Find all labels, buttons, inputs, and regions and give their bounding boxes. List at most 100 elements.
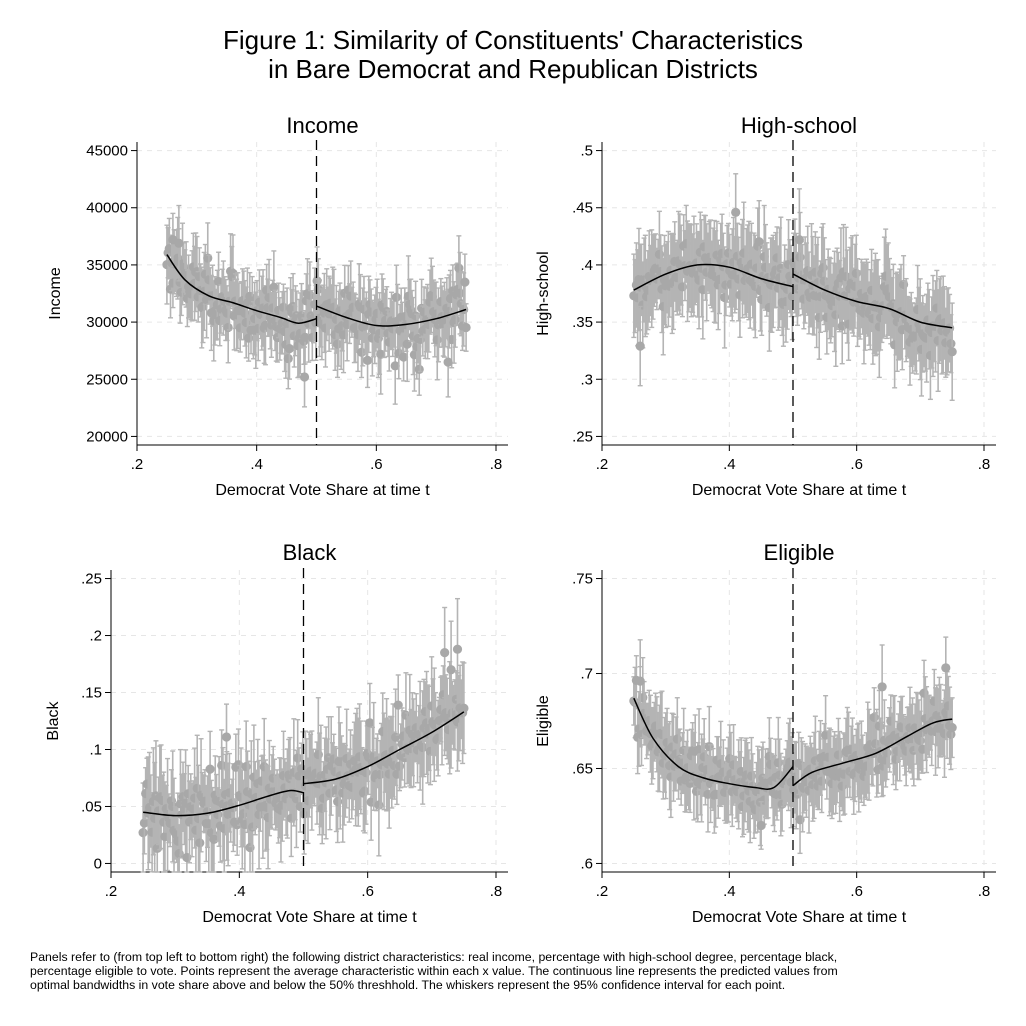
data-point (299, 372, 310, 382)
data-point (223, 322, 233, 333)
y-tick-label: .05 (81, 798, 102, 815)
y-tick-label: .45 (572, 200, 593, 217)
chart-panel-3: Black 0 .05 .1 .15 .2 .25 .2 .4 .6 .8 Democrat Vote… (45, 540, 508, 926)
y-tick-label: .5 (580, 143, 593, 160)
data-point (244, 333, 254, 343)
y-axis-label: High-school (535, 251, 552, 335)
data-point (455, 288, 465, 298)
x-tick-label: .4 (233, 883, 246, 900)
data-point (446, 665, 456, 675)
data-point (254, 810, 264, 820)
data-point (440, 648, 450, 658)
x-axis-label: Democrat Vote Share at time t (215, 482, 430, 499)
data-point (221, 732, 232, 742)
data-point (452, 644, 463, 654)
x-tick-label: .2 (131, 456, 144, 473)
x-tick-label: .6 (370, 456, 383, 473)
data-points (138, 597, 469, 873)
x-tick-label: .8 (978, 883, 991, 900)
x-tick-label: .6 (850, 456, 863, 473)
y-tick-label: 40000 (86, 200, 128, 217)
data-point (946, 339, 956, 349)
data-point (635, 341, 645, 351)
data-point (356, 347, 367, 357)
chart-panel-1: Income 20000 25000 30000 35000 40000 45000 .2 .4… (47, 113, 508, 499)
fit-line-left (633, 697, 794, 790)
data-point (635, 676, 645, 686)
chart-panel-2: High-school .25 .3 .35 .4 .45 .5 .2 .4 .6 .8 Democr… (535, 113, 996, 499)
x-axis-label: Democrat Vote Share at time t (202, 909, 417, 926)
data-point (332, 339, 343, 349)
y-tick-label: .6 (580, 855, 593, 872)
x-tick-label: .6 (361, 883, 374, 900)
data-point (450, 314, 460, 325)
y-tick-label: .3 (580, 371, 593, 388)
chart-panel-4: Eligible .6 .65 .7 .75 .2 .4 .6 .8 Democrat Vote … (535, 540, 996, 926)
x-tick-label: .8 (978, 456, 991, 473)
panel-title: Eligible (764, 540, 835, 565)
data-point (376, 349, 386, 359)
data-point (947, 347, 957, 357)
data-point (432, 335, 442, 345)
fit-line-right (792, 273, 953, 329)
data-point (217, 760, 227, 770)
data-point (391, 292, 401, 302)
y-tick-label: 25000 (86, 371, 128, 388)
data-point (139, 818, 149, 828)
data-point (756, 820, 766, 831)
y-axis-label: Income (47, 267, 64, 320)
data-point (362, 355, 373, 365)
x-tick-label: .4 (250, 456, 263, 473)
data-point (459, 703, 469, 713)
y-tick-label: 30000 (86, 314, 128, 331)
y-axis-label: Black (45, 700, 62, 740)
y-tick-label: .7 (580, 666, 593, 683)
fit-line-right (792, 718, 953, 787)
data-point (174, 238, 184, 248)
x-tick-label: .2 (105, 883, 118, 900)
y-tick-label: .25 (572, 428, 593, 445)
data-point (365, 718, 375, 728)
data-points (162, 204, 471, 408)
data-point (205, 764, 215, 774)
data-point (794, 235, 804, 245)
fit-line-left (143, 789, 304, 817)
footnote-line-3: optimal bandwidths in vote share above a… (30, 978, 786, 992)
y-tick-label: .65 (572, 760, 593, 777)
data-point (841, 271, 851, 282)
data-points (629, 636, 957, 855)
panel-title: High-school (741, 113, 857, 138)
y-tick-label: 45000 (86, 143, 128, 160)
data-point (461, 322, 471, 333)
figure-title-line-2: in Bare Democrat and Republican District… (268, 54, 758, 84)
data-point (443, 357, 453, 367)
y-tick-label: 35000 (86, 257, 128, 274)
data-point (399, 352, 409, 362)
y-tick-label: .25 (81, 571, 102, 588)
data-point (685, 778, 695, 788)
figure-footnote: Panels refer to (from top left to bottom… (30, 950, 1005, 992)
data-point (360, 786, 370, 796)
data-point (754, 237, 764, 247)
fit-line-left (633, 263, 794, 291)
y-tick-label: 0 (94, 855, 102, 872)
y-tick-label: .1 (89, 741, 102, 758)
fit-line-right (303, 711, 465, 785)
data-points (629, 173, 957, 401)
data-point (414, 364, 424, 374)
data-point (284, 344, 295, 354)
y-tick-label: 20000 (86, 428, 128, 445)
x-tick-label: .4 (723, 456, 736, 473)
data-point (278, 302, 289, 312)
data-point (411, 311, 421, 321)
fit-line-left (166, 254, 317, 324)
data-point (283, 353, 293, 364)
x-tick-label: .4 (723, 883, 736, 900)
x-axis-label: Democrat Vote Share at time t (692, 909, 907, 926)
data-point (269, 282, 279, 292)
data-point (195, 838, 205, 848)
data-point (375, 769, 385, 780)
fit-line-right (316, 305, 467, 327)
footnote-line-2: percentage eligible to vote. Points repr… (30, 964, 838, 978)
